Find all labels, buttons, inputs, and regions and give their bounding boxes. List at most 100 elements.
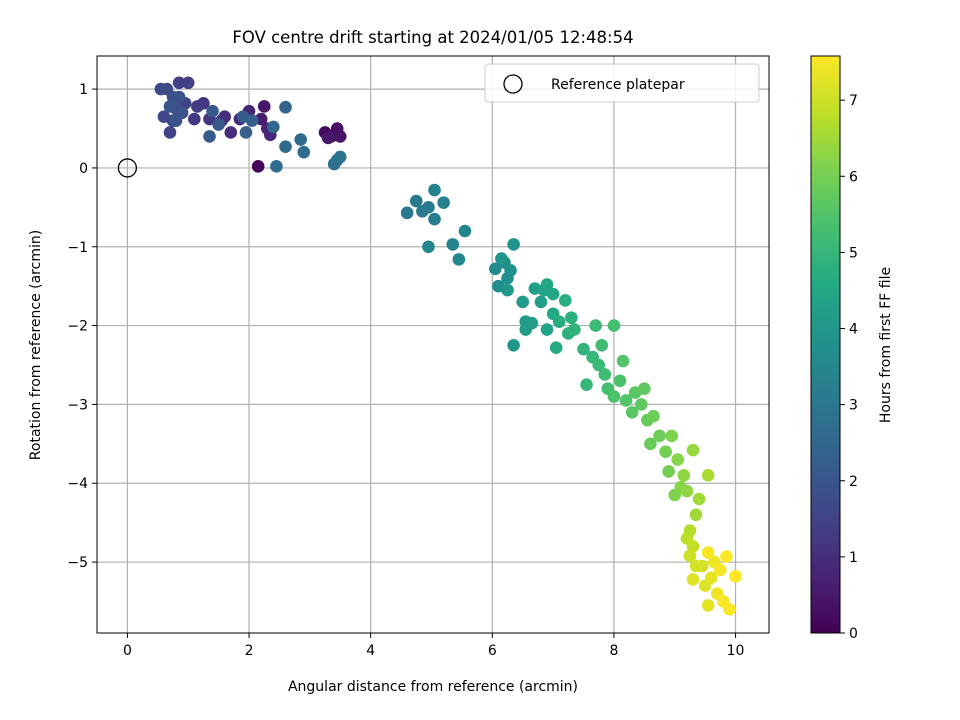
data-point — [701, 599, 715, 612]
data-point — [607, 390, 621, 403]
data-point — [568, 323, 581, 336]
data-point — [333, 130, 347, 143]
data-point — [701, 546, 715, 559]
data-point — [333, 150, 347, 164]
data-point — [181, 76, 195, 90]
data-point — [169, 114, 183, 127]
data-point — [558, 294, 572, 307]
colorbar: 0 1 2 3 4 5 6 7 Hours from first FF file — [810, 55, 894, 642]
data-point — [671, 453, 685, 466]
data-point — [701, 469, 715, 482]
y-ticks: 1 0 −1 −2 −3 −4 −5 — [67, 82, 97, 571]
colorbar-tick-label: 0 — [849, 626, 858, 642]
data-point — [212, 118, 225, 131]
data-point — [619, 394, 633, 407]
data-point — [638, 382, 651, 395]
data-point — [507, 338, 520, 352]
data-point — [489, 262, 502, 276]
data-point — [695, 559, 709, 573]
data-point — [686, 573, 700, 586]
data-point — [729, 569, 742, 583]
data-point — [692, 492, 706, 506]
data-point — [163, 100, 177, 113]
data-point — [191, 100, 204, 113]
colorbar-tick-label: 5 — [849, 245, 858, 261]
data-point — [172, 76, 186, 90]
legend-reference-marker — [503, 74, 523, 94]
data-point — [653, 429, 666, 443]
data-point — [689, 508, 703, 522]
data-point — [662, 465, 675, 478]
data-point — [245, 114, 259, 127]
data-point — [294, 133, 308, 146]
chart-title: FOV centre drift starting at 2024/01/05 … — [232, 28, 633, 47]
data-point — [422, 240, 435, 254]
reference-marker-layer — [117, 158, 138, 178]
data-point — [409, 194, 423, 208]
data-point — [206, 104, 219, 118]
data-point — [422, 201, 435, 214]
data-point — [437, 196, 450, 209]
data-point — [428, 183, 441, 197]
data-point — [203, 130, 216, 143]
data-point — [516, 295, 530, 309]
data-point — [546, 287, 560, 301]
colorbar-ticks: 0 1 2 3 4 5 6 7 — [840, 93, 858, 642]
plot-frame — [96, 55, 770, 634]
data-point — [495, 252, 508, 265]
data-point — [501, 283, 514, 297]
data-point — [446, 238, 460, 251]
data-point — [321, 131, 335, 145]
data-point — [616, 354, 630, 368]
data-point — [704, 571, 718, 585]
reference-platepar-marker — [117, 158, 138, 178]
data-point — [267, 120, 280, 134]
data-point — [239, 126, 253, 139]
data-point — [452, 253, 466, 266]
colorbar-tick-label: 7 — [849, 93, 858, 109]
data-point — [665, 429, 678, 443]
data-point — [720, 550, 733, 563]
x-tick-label: 8 — [609, 643, 618, 659]
data-point — [680, 484, 694, 498]
y-tick-label: 0 — [79, 161, 88, 177]
data-point — [504, 264, 517, 277]
x-tick-label: 4 — [366, 643, 375, 659]
y-tick-label: −3 — [67, 397, 88, 413]
data-point — [634, 398, 648, 411]
data-point — [592, 358, 606, 372]
data-point — [552, 315, 566, 328]
data-point — [540, 323, 554, 336]
y-tick-label: 1 — [79, 82, 88, 98]
grid — [97, 56, 769, 633]
data-point — [580, 378, 593, 392]
legend-label: Reference platepar — [551, 77, 685, 93]
colorbar-gradient — [810, 55, 841, 634]
data-point — [686, 443, 700, 457]
data-point — [251, 160, 265, 173]
y-tick-label: −5 — [67, 555, 88, 571]
y-axis-label: Rotation from reference (arcmin) — [28, 230, 44, 460]
legend: Reference platepar — [484, 63, 760, 103]
data-point — [428, 212, 441, 226]
data-point — [270, 160, 283, 173]
data-point — [224, 126, 238, 139]
data-point — [686, 539, 700, 553]
data-point — [525, 316, 539, 330]
x-tick-label: 0 — [123, 643, 132, 659]
colorbar-tick-label: 1 — [849, 550, 858, 566]
data-point — [644, 437, 657, 451]
y-tick-label: −4 — [67, 476, 88, 492]
data-point — [157, 110, 171, 123]
data-point — [577, 342, 590, 356]
data-point — [540, 278, 554, 291]
data-point — [172, 90, 186, 104]
x-tick-label: 10 — [727, 643, 745, 659]
data-point — [549, 341, 563, 354]
data-point — [607, 319, 621, 332]
colorbar-tick-label: 2 — [849, 474, 858, 490]
data-point — [714, 563, 727, 577]
data-point — [647, 409, 660, 423]
y-tick-label: −2 — [67, 319, 88, 335]
